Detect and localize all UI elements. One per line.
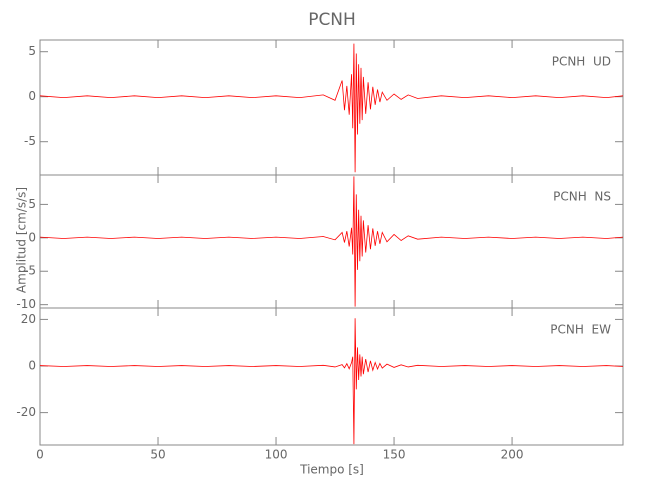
y-tick-label: 0 bbox=[28, 230, 36, 244]
seismogram-trace bbox=[39, 318, 624, 445]
x-tick-label: 150 bbox=[383, 448, 406, 462]
seismogram-trace bbox=[39, 176, 624, 307]
y-tick-label: 0 bbox=[28, 359, 36, 373]
chart-title: PCNH bbox=[308, 10, 356, 30]
y-axis-label: Amplitud [cm/s/s] bbox=[15, 187, 29, 293]
x-tick-label: 0 bbox=[36, 448, 44, 462]
y-tick-label: -20 bbox=[16, 405, 36, 419]
y-tick-label: 20 bbox=[21, 312, 36, 326]
panel-label: PCNH EW bbox=[550, 323, 611, 337]
x-axis-label: Tiempo [s] bbox=[299, 463, 364, 477]
y-tick-label: 5 bbox=[28, 44, 36, 58]
y-tick-label: -5 bbox=[24, 134, 36, 148]
x-tick-label: 100 bbox=[265, 448, 288, 462]
panel-label: PCNH NS bbox=[553, 190, 611, 204]
seismogram-trace bbox=[39, 43, 624, 173]
y-tick-label: 0 bbox=[28, 89, 36, 103]
panel-frame bbox=[39, 307, 624, 446]
x-tick-label: 200 bbox=[501, 448, 524, 462]
y-tick-label: -10 bbox=[16, 297, 36, 311]
y-tick-label: 5 bbox=[28, 197, 36, 211]
panel-frame bbox=[39, 39, 624, 176]
x-tick-label: 50 bbox=[150, 448, 165, 462]
panel-frame bbox=[39, 174, 624, 309]
panel-label: PCNH UD bbox=[552, 55, 611, 69]
y-tick-label: -5 bbox=[24, 264, 36, 278]
